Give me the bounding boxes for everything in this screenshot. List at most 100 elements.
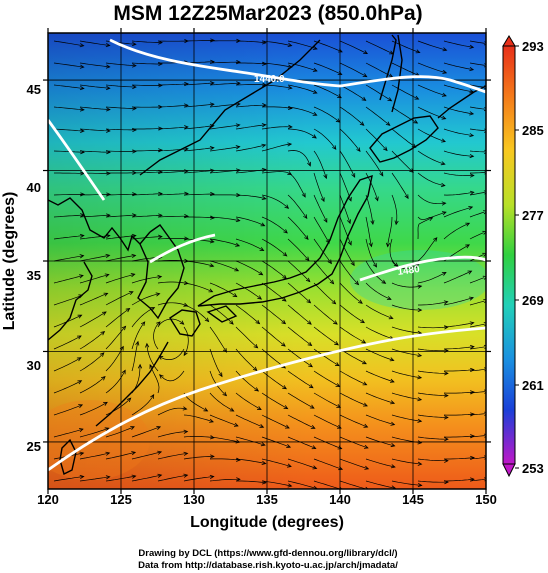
streamline xyxy=(183,103,214,108)
streamline-arrowhead xyxy=(130,273,136,278)
streamline-arrowhead xyxy=(444,437,449,442)
streamline-arrowhead xyxy=(470,434,475,439)
streamline xyxy=(79,106,110,110)
streamline-arrowhead xyxy=(208,288,214,293)
streamline-arrowhead xyxy=(374,196,379,202)
streamline xyxy=(287,150,311,167)
streamline-arrowhead xyxy=(363,402,368,407)
streamline-arrowhead xyxy=(482,230,486,235)
streamline-arrowhead xyxy=(312,134,317,139)
streamline-arrowhead xyxy=(104,427,110,432)
streamline xyxy=(287,238,310,261)
streamline-arrowhead xyxy=(332,145,337,150)
streamline-arrowhead xyxy=(137,363,143,369)
streamline-arrowhead xyxy=(209,418,214,423)
streamline-arrowhead xyxy=(469,66,475,72)
streamline xyxy=(157,407,187,416)
streamline xyxy=(365,458,395,468)
streamline-arrowhead xyxy=(441,92,447,97)
streamline-arrowhead xyxy=(132,84,137,90)
streamline-arrowhead xyxy=(79,43,85,48)
streamline-arrowhead xyxy=(256,406,262,410)
contour-mid xyxy=(48,119,486,282)
streamline-arrowhead xyxy=(312,67,318,72)
streamline xyxy=(339,84,366,101)
streamline-arrowhead xyxy=(76,335,82,340)
streamline-arrowhead xyxy=(306,299,312,304)
streamline xyxy=(79,352,105,372)
streamline xyxy=(79,62,110,68)
streamline xyxy=(157,238,189,240)
streamline-arrowhead xyxy=(417,440,423,445)
streamline xyxy=(261,370,287,389)
streamline-arrowhead xyxy=(79,107,85,112)
streamline xyxy=(444,369,474,372)
streamline-arrowhead xyxy=(156,321,161,326)
streamline-arrowhead xyxy=(333,320,338,325)
island-shikoku xyxy=(206,305,238,323)
streamline xyxy=(469,300,485,306)
streamline xyxy=(365,150,384,176)
streamline xyxy=(313,172,325,202)
streamline-arrowhead xyxy=(204,317,210,323)
streamline xyxy=(391,480,422,486)
streamline xyxy=(470,172,486,174)
streamline-arrowhead xyxy=(218,372,223,378)
streamline xyxy=(443,413,475,416)
streamline xyxy=(209,82,240,86)
streamline xyxy=(417,414,448,418)
streamline-arrowhead xyxy=(323,218,328,223)
streamline xyxy=(79,376,106,394)
streamline-arrowhead xyxy=(77,380,83,385)
streamline-arrowhead xyxy=(390,442,396,448)
streamline xyxy=(209,304,234,325)
streamline xyxy=(443,40,474,48)
streamline xyxy=(313,238,332,264)
streamline-arrowhead xyxy=(383,146,388,152)
streamline-arrowhead xyxy=(100,375,106,381)
streamline xyxy=(235,40,266,44)
streamline xyxy=(287,84,317,94)
streamline-arrowhead xyxy=(417,375,423,380)
lat-lon-grid xyxy=(48,33,486,489)
streamline-arrowhead xyxy=(482,252,486,257)
streamline-arrowhead xyxy=(309,404,315,409)
streamline xyxy=(79,254,110,262)
streamline-arrowhead xyxy=(287,142,293,147)
streamline-arrowhead xyxy=(235,123,241,128)
streamline xyxy=(132,128,163,130)
streamline-arrowhead xyxy=(347,240,352,246)
streamline xyxy=(157,474,188,482)
y-tick-labels: 25 30 35 40 45 xyxy=(27,82,41,454)
streamline xyxy=(443,322,474,328)
streamline xyxy=(235,260,263,276)
streamline-arrowhead xyxy=(79,64,85,69)
streamline-arrowhead xyxy=(252,366,258,372)
streamline xyxy=(131,293,160,306)
credit-drawing: Drawing by DCL (https://www.gfd-dennou.o… xyxy=(138,548,397,559)
streamline-arrowhead xyxy=(235,145,241,150)
streamline-arrowhead xyxy=(358,299,363,304)
streamline-arrowhead xyxy=(101,311,107,316)
streamline xyxy=(153,321,161,350)
streamline xyxy=(443,62,474,71)
colorbar-tick-label: 269 xyxy=(522,293,544,308)
streamline-arrowhead xyxy=(334,341,339,346)
streamline-arrowhead xyxy=(469,173,475,178)
streamline-arrowhead xyxy=(259,424,265,428)
streamline xyxy=(53,106,84,111)
streamline-arrowhead xyxy=(121,369,126,375)
streamline-arrowhead xyxy=(441,115,447,120)
streamline-arrowhead xyxy=(128,291,134,295)
island-sakhalin xyxy=(379,34,403,113)
streamline-arrowhead xyxy=(283,229,288,234)
streamline-arrowhead xyxy=(287,463,292,468)
streamline-arrowhead xyxy=(77,314,83,319)
streamline xyxy=(131,171,163,174)
streamline-arrowhead xyxy=(312,111,318,116)
streamline xyxy=(183,436,214,439)
island-hokkaido xyxy=(369,115,439,163)
streamline-arrowhead xyxy=(312,89,318,94)
streamline xyxy=(209,458,241,461)
streamline-arrowhead xyxy=(287,42,293,47)
